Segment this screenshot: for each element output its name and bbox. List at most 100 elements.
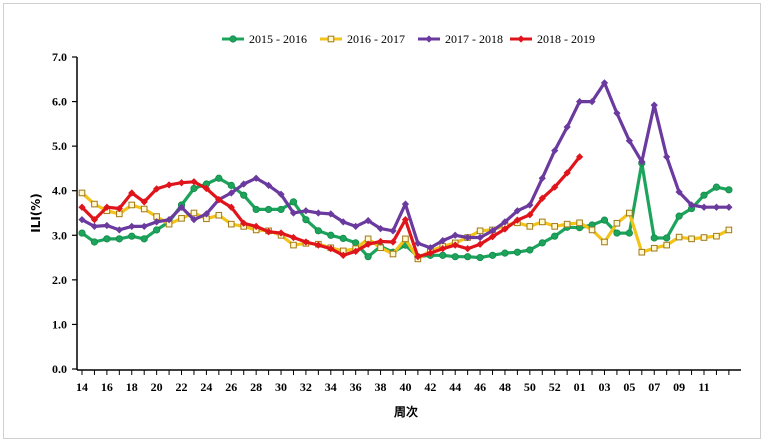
data-point bbox=[513, 248, 522, 256]
data-point bbox=[638, 158, 646, 166]
data-point bbox=[501, 225, 509, 233]
data-point bbox=[538, 239, 546, 247]
legend-item: 2017 - 2018 bbox=[418, 32, 503, 46]
x-tick-label: 50 bbox=[524, 380, 536, 394]
data-point bbox=[439, 237, 447, 245]
data-point bbox=[289, 209, 298, 217]
data-point bbox=[675, 188, 683, 196]
data-point bbox=[414, 239, 422, 247]
data-point bbox=[327, 245, 335, 253]
data-point bbox=[215, 211, 223, 219]
data-point bbox=[227, 203, 235, 211]
data-point bbox=[90, 238, 99, 246]
data-point bbox=[613, 109, 621, 117]
data-point bbox=[464, 233, 472, 242]
data-point bbox=[613, 229, 621, 237]
data-point bbox=[377, 244, 384, 252]
x-tick-label: 48 bbox=[499, 380, 511, 394]
legend-label: 2018 - 2019 bbox=[537, 32, 595, 46]
data-point bbox=[140, 205, 148, 213]
data-point bbox=[202, 184, 211, 193]
series-2018-2019 bbox=[78, 153, 584, 261]
y-ticks: 0.0 1.0 2.0 3.0 4.0 5.0 6.0 7.0 bbox=[52, 50, 77, 376]
y-tick-label: 6.0 bbox=[52, 95, 67, 109]
data-point bbox=[613, 219, 621, 227]
x-tick-label: 11 bbox=[698, 380, 709, 394]
data-point bbox=[451, 253, 459, 261]
data-point bbox=[165, 181, 173, 189]
data-point bbox=[165, 216, 173, 224]
data-point bbox=[401, 216, 410, 224]
data-point bbox=[414, 253, 422, 261]
data-point bbox=[264, 205, 273, 214]
y-axis-label: ILI(%) bbox=[29, 193, 43, 233]
data-point bbox=[302, 238, 310, 246]
data-point bbox=[712, 183, 721, 191]
data-point bbox=[575, 97, 584, 106]
data-point bbox=[78, 229, 86, 237]
data-point bbox=[488, 251, 497, 259]
x-tick-label: 01 bbox=[574, 380, 586, 394]
data-point bbox=[563, 169, 571, 177]
data-point bbox=[675, 233, 683, 241]
data-point bbox=[252, 205, 260, 214]
data-point bbox=[327, 231, 335, 239]
y-tick-label: 7.0 bbox=[52, 50, 67, 64]
data-point bbox=[153, 185, 161, 193]
data-point bbox=[650, 234, 658, 242]
data-point bbox=[451, 241, 459, 249]
y-tick-label: 5.0 bbox=[52, 139, 67, 153]
data-point bbox=[439, 245, 447, 253]
data-point bbox=[513, 216, 522, 224]
legend-item: 2018 - 2019 bbox=[510, 32, 595, 46]
data-point bbox=[538, 194, 546, 202]
y-tick-label: 3.0 bbox=[52, 228, 67, 242]
axes bbox=[76, 57, 741, 371]
data-point bbox=[376, 224, 385, 233]
data-point bbox=[339, 218, 347, 226]
data-point bbox=[215, 174, 223, 182]
data-point bbox=[700, 234, 708, 241]
x-tick-label: 14 bbox=[76, 380, 88, 394]
data-point bbox=[563, 220, 571, 228]
x-tick-label: 03 bbox=[598, 380, 610, 394]
data-point bbox=[314, 209, 322, 217]
legend-label: 2016 - 2017 bbox=[347, 32, 405, 46]
data-point bbox=[339, 251, 347, 259]
x-tick-label: 26 bbox=[225, 380, 237, 394]
series-group bbox=[78, 79, 733, 263]
data-point bbox=[476, 240, 484, 248]
x-tick-label: 36 bbox=[350, 380, 362, 394]
data-point bbox=[140, 222, 148, 230]
data-point bbox=[140, 198, 148, 206]
data-point bbox=[252, 174, 260, 182]
x-tick-label: 05 bbox=[623, 380, 635, 394]
data-point bbox=[314, 227, 322, 235]
data-point bbox=[91, 200, 98, 208]
data-point bbox=[663, 241, 670, 249]
data-point bbox=[601, 238, 608, 246]
data-point bbox=[227, 189, 235, 197]
legend: 2015 - 2016 2016 - 2017 2017 - 2018 2018 - … bbox=[222, 32, 595, 46]
data-point bbox=[90, 216, 99, 224]
data-point bbox=[190, 216, 198, 224]
data-point bbox=[663, 153, 671, 161]
data-point bbox=[177, 179, 186, 187]
data-point bbox=[476, 227, 484, 235]
data-point bbox=[725, 226, 733, 234]
data-point bbox=[339, 234, 347, 243]
x-tick-label: 30 bbox=[275, 380, 287, 394]
data-point bbox=[128, 232, 136, 240]
x-tick-label: 16 bbox=[101, 380, 113, 394]
data-point bbox=[675, 212, 683, 220]
x-tick-label: 52 bbox=[549, 380, 561, 394]
y-tick-label: 1.0 bbox=[52, 317, 67, 331]
data-point bbox=[700, 203, 708, 211]
data-point bbox=[215, 196, 223, 204]
x-tick-label: 38 bbox=[375, 380, 387, 394]
data-point bbox=[153, 226, 161, 234]
legend-label: 2015 - 2016 bbox=[249, 32, 307, 46]
data-point bbox=[402, 235, 409, 243]
data-point bbox=[115, 204, 123, 213]
data-point bbox=[625, 137, 633, 145]
